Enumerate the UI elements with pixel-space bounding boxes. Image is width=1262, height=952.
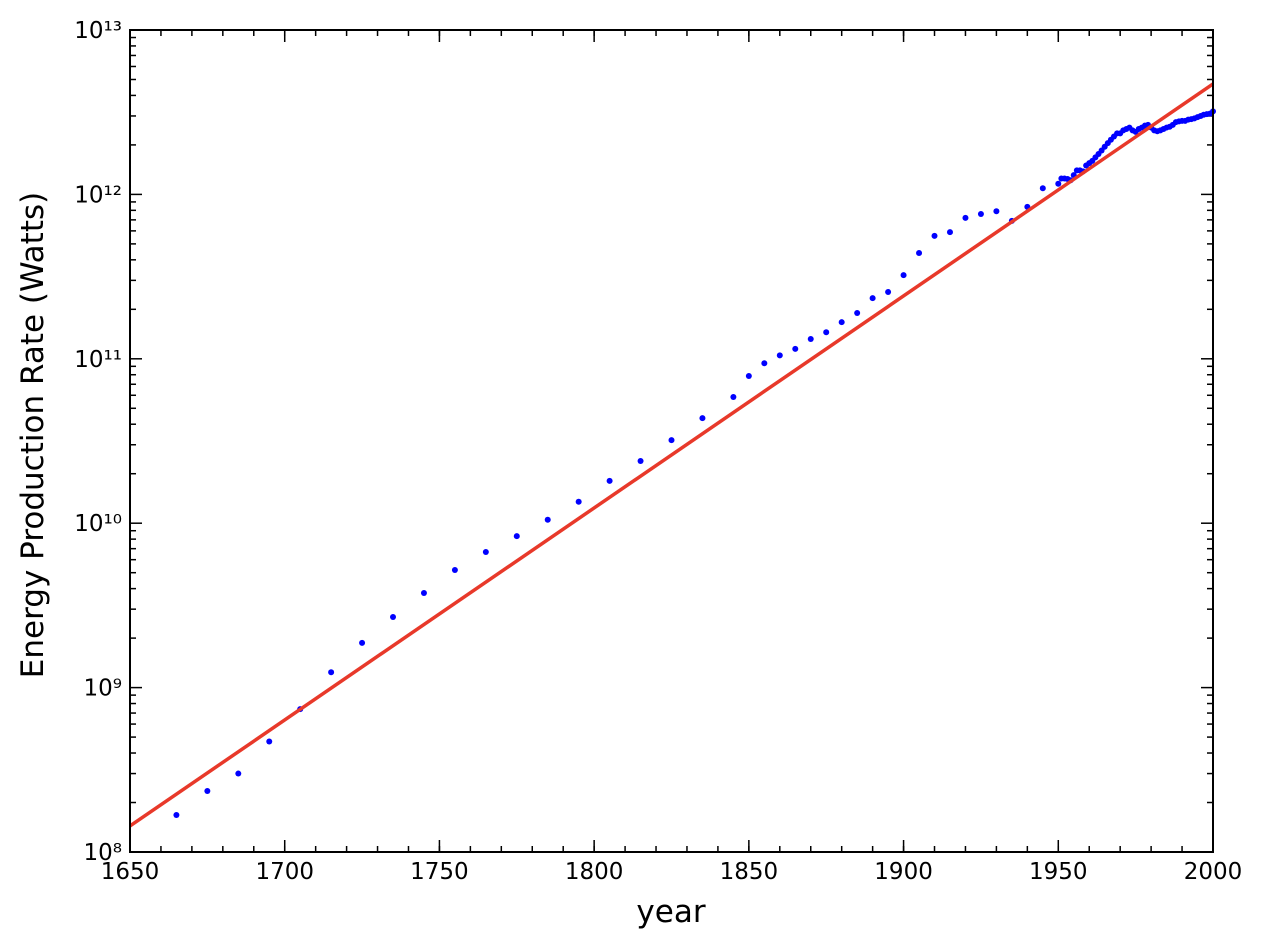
data-point bbox=[173, 811, 180, 818]
data-point bbox=[761, 360, 768, 367]
y-tick-label: 10⁸ bbox=[84, 840, 123, 866]
y-tick-label: 10¹¹ bbox=[74, 347, 122, 373]
data-point bbox=[204, 787, 211, 794]
data-point bbox=[359, 639, 366, 646]
data-point bbox=[807, 335, 814, 342]
data-point bbox=[606, 477, 613, 484]
x-tick-label: 1750 bbox=[410, 859, 469, 885]
data-point bbox=[390, 613, 397, 620]
data-point bbox=[946, 229, 953, 236]
data-point bbox=[869, 295, 876, 302]
x-tick-label: 1900 bbox=[874, 859, 933, 885]
data-point bbox=[993, 208, 1000, 215]
data-point bbox=[1055, 180, 1062, 187]
fit-line bbox=[129, 82, 1214, 828]
data-point bbox=[420, 590, 427, 597]
x-tick-label: 1700 bbox=[255, 859, 314, 885]
x-tick-label: 1850 bbox=[720, 859, 779, 885]
data-point bbox=[854, 309, 861, 316]
y-tick-label: 10¹³ bbox=[74, 18, 122, 44]
x-axis-label: year bbox=[636, 894, 705, 930]
data-point bbox=[699, 415, 706, 422]
data-point bbox=[931, 232, 938, 239]
data-point bbox=[730, 393, 737, 400]
data-point bbox=[962, 214, 969, 221]
data-point bbox=[745, 372, 752, 379]
data-point bbox=[451, 567, 458, 574]
data-point bbox=[482, 549, 489, 556]
data-point bbox=[637, 457, 644, 464]
data-point bbox=[916, 250, 923, 257]
data-point bbox=[328, 669, 335, 676]
data-point bbox=[1039, 185, 1046, 192]
data-point bbox=[900, 272, 907, 279]
data-point bbox=[235, 770, 242, 777]
y-tick-label: 10⁹ bbox=[84, 676, 123, 702]
x-tick-label: 1650 bbox=[101, 859, 160, 885]
data-point bbox=[792, 345, 799, 352]
y-tick-label: 10¹² bbox=[74, 182, 122, 208]
data-point bbox=[776, 352, 783, 359]
x-tick-label: 1950 bbox=[1029, 859, 1088, 885]
data-point bbox=[575, 498, 582, 505]
y-axis-label: Energy Production Rate (Watts) bbox=[15, 192, 51, 678]
data-point bbox=[885, 288, 892, 295]
data-point bbox=[838, 319, 845, 326]
data-point bbox=[668, 437, 675, 444]
data-point bbox=[266, 738, 273, 745]
x-tick-label: 1800 bbox=[565, 859, 624, 885]
data-point bbox=[544, 516, 551, 523]
plot-frame bbox=[129, 29, 1214, 853]
data-point bbox=[977, 210, 984, 217]
data-point bbox=[513, 533, 520, 540]
y-tick-label: 10¹⁰ bbox=[74, 511, 122, 537]
data-point bbox=[823, 329, 830, 336]
x-tick-label: 2000 bbox=[1184, 859, 1243, 885]
